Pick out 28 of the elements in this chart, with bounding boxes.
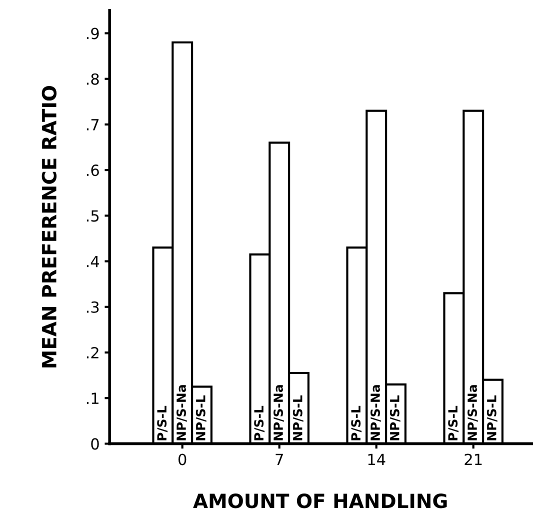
y-tick-label: .1 — [86, 392, 98, 404]
y-tick-label: .6 — [86, 164, 99, 176]
text: NP/S-L — [390, 395, 400, 440]
text: NP/S-Na — [370, 385, 381, 440]
y-tick-label: .2 — [86, 346, 98, 358]
y-tick-label: .8 — [86, 73, 99, 85]
series-label: NP/S-Na — [176, 385, 187, 440]
series-label: P/S-L — [157, 406, 168, 440]
y-tick-label: 0 — [91, 438, 99, 450]
text: NP/S-Na — [274, 385, 284, 440]
x-tick-label: 0 — [178, 454, 186, 466]
x-tick-label: 7 — [276, 454, 283, 466]
x-axis-title: AMOUNT OF HANDLING — [193, 494, 447, 508]
y-tick-label: .4 — [86, 256, 100, 268]
series-label: NP/S-L — [196, 395, 206, 440]
text: NP/S-Na — [468, 385, 478, 440]
text: P/S-L — [254, 406, 265, 440]
y-tick-label: .5 — [86, 210, 99, 222]
x-tick-label: 14 — [368, 454, 386, 466]
x-tick-label: 21 — [464, 454, 482, 466]
y-tick-label: .9 — [86, 28, 99, 40]
y-axis-title: MEAN PREFERENCE RATIO — [42, 86, 57, 368]
text: NP/S-L — [292, 395, 304, 440]
y-tick-label: .7 — [86, 119, 99, 130]
y-tick-label: .3 — [86, 301, 99, 313]
text: P/S-L — [351, 406, 362, 440]
text: NP/S-L — [486, 395, 498, 440]
text: P/S-L — [448, 406, 459, 440]
